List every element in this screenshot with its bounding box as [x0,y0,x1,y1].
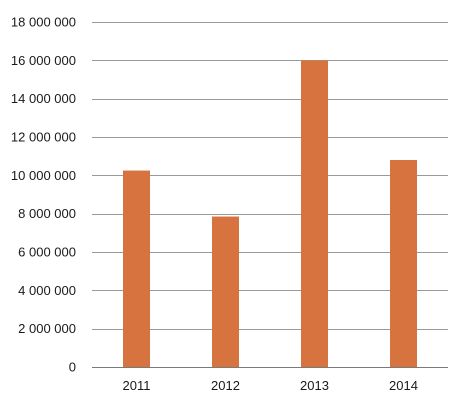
gridlines [92,22,448,330]
x-tick-label: 2013 [300,378,329,393]
bar-2013 [301,60,328,367]
x-tick-label: 2011 [123,378,151,393]
y-tick-label: 18 000 000 [11,15,76,30]
x-tick-label: 2012 [211,378,240,393]
x-tick-label: 2014 [389,378,418,393]
bars [123,60,417,367]
bar-2012 [212,216,239,367]
y-tick-label: 4 000 000 [18,283,76,298]
x-axis-tick-labels: 2011 2012 2013 2014 [123,378,418,393]
y-tick-label: 14 000 000 [11,91,76,106]
y-tick-label: 8 000 000 [18,206,76,221]
y-tick-label: 12 000 000 [11,130,76,145]
bar-2011 [123,170,150,367]
bar-2014 [390,160,417,367]
y-tick-label: 10 000 000 [11,168,76,183]
y-axis-tick-labels: 0 2 000 000 4 000 000 6 000 000 8 000 000 10 … [11,15,76,375]
y-tick-label: 16 000 000 [11,53,76,68]
y-tick-label: 6 000 000 [18,245,76,260]
y-tick-label: 2 000 000 [18,321,76,336]
y-tick-label: 0 [69,360,76,375]
